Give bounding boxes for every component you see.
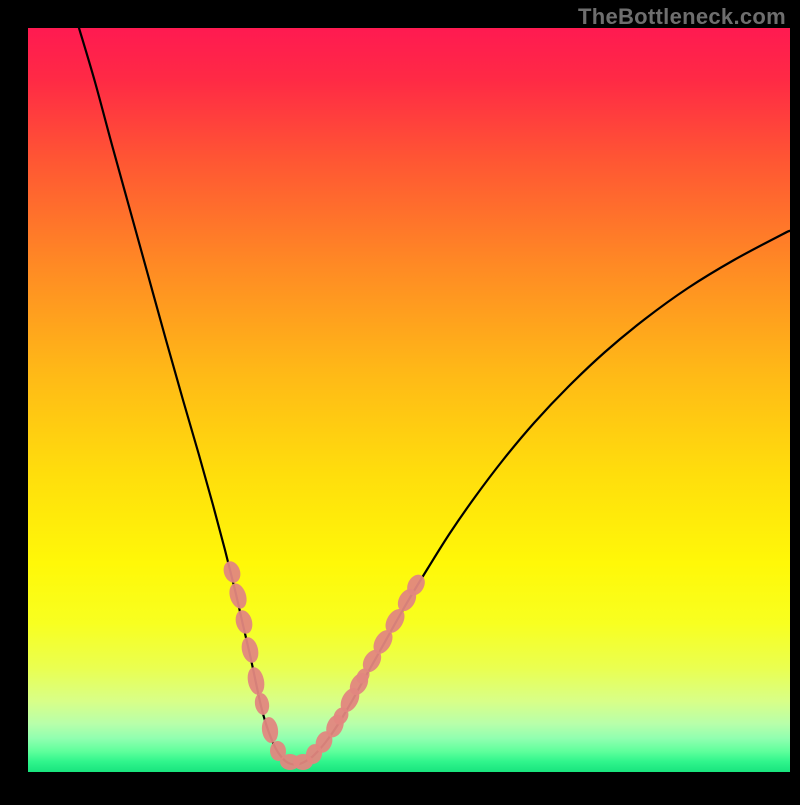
plot-background-gradient xyxy=(28,28,790,772)
bottleneck-chart xyxy=(0,0,800,800)
watermark-label: TheBottleneck.com xyxy=(578,4,786,30)
chart-frame: TheBottleneck.com xyxy=(0,0,800,800)
